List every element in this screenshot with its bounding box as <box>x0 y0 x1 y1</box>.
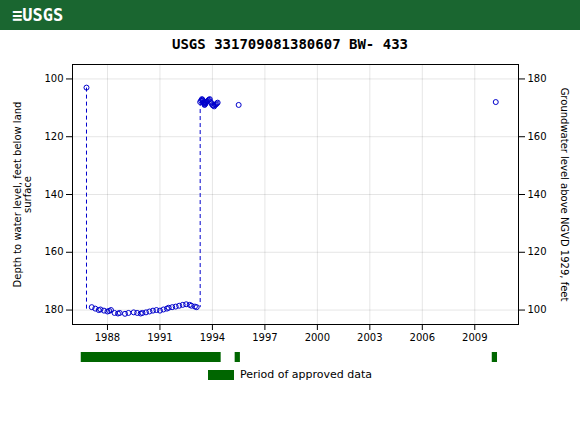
html-text:≡USGS: ≡USGS <box>12 5 64 25</box>
svg-text:2006: 2006 <box>410 332 435 343</box>
svg-text:2000: 2000 <box>305 332 330 343</box>
svg-text:180: 180 <box>44 304 63 315</box>
svg-text:1997: 1997 <box>252 332 277 343</box>
svg-text:2003: 2003 <box>357 332 382 343</box>
html-text:USGS 331709081380607 BW- 433: USGS 331709081380607 BW- 433 <box>172 36 408 52</box>
svg-text:140: 140 <box>528 189 547 200</box>
svg-text:140: 140 <box>44 189 63 200</box>
svg-text:180: 180 <box>528 73 547 84</box>
svg-text:1988: 1988 <box>95 332 120 343</box>
svg-text:120: 120 <box>528 246 547 257</box>
svg-text:Groundwater level above NGVD 1: Groundwater level above NGVD 1929, feet <box>559 88 570 302</box>
svg-text:160: 160 <box>44 246 63 257</box>
svg-text:Depth to water level, feet bel: Depth to water level, feet below landsur… <box>12 102 33 288</box>
svg-text:2009: 2009 <box>462 332 487 343</box>
svg-text:1991: 1991 <box>147 332 172 343</box>
html-text:Period of approved data: Period of approved data <box>239 368 373 381</box>
svg-text:100: 100 <box>44 73 63 84</box>
svg-text:120: 120 <box>44 131 63 142</box>
svg-text:100: 100 <box>528 304 547 315</box>
svg-text:1994: 1994 <box>200 332 225 343</box>
svg-text:160: 160 <box>528 131 547 142</box>
